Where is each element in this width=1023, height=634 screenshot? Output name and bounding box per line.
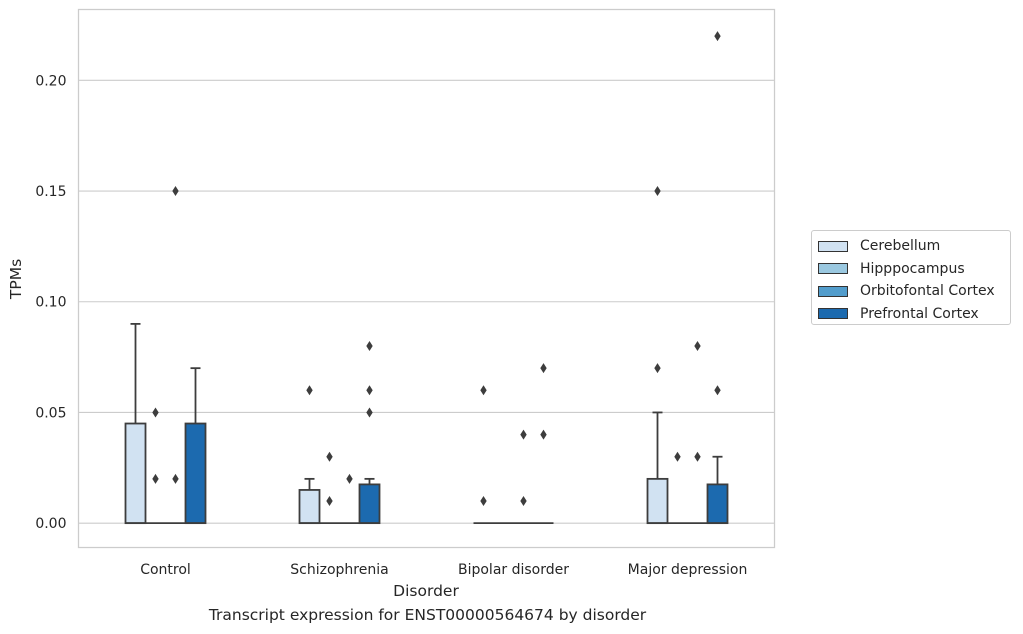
legend: Cerebellum Hipppocampus Orbitofontal Cor… xyxy=(811,230,1011,325)
y-tick-label: 0.00 xyxy=(35,516,66,532)
outlier-point xyxy=(520,429,527,440)
box-1-3 xyxy=(667,451,688,525)
box-2-2 xyxy=(513,429,534,525)
box xyxy=(358,483,381,525)
x-tick-label: Major depression xyxy=(628,562,748,578)
x-tick-label: Bipolar disorder xyxy=(458,562,569,578)
legend-label: Hipppocampus xyxy=(860,260,965,277)
outlier-point xyxy=(674,451,681,462)
box-0-3 xyxy=(646,186,669,525)
legend-label: Orbitofontal Cortex xyxy=(860,283,995,300)
box-1-1 xyxy=(319,451,340,525)
outlier-point xyxy=(152,407,159,418)
box xyxy=(706,483,729,525)
box-2-1 xyxy=(339,473,360,525)
outlier-point xyxy=(306,385,313,396)
box-3-1 xyxy=(358,341,381,525)
legend-label: Cerebellum xyxy=(860,238,941,255)
legend-item-orbitofrontal-cortex: Orbitofontal Cortex xyxy=(818,280,1010,303)
legend-label: Prefrontal Cortex xyxy=(860,305,979,322)
outlier-point xyxy=(694,341,701,352)
outlier-point xyxy=(520,496,527,507)
box-2-0 xyxy=(165,186,186,525)
outlier-point xyxy=(654,186,661,197)
box-3-3 xyxy=(706,31,729,525)
y-axis-label: TPMs xyxy=(7,259,25,300)
legend-swatch xyxy=(818,285,848,297)
box xyxy=(298,489,321,525)
box xyxy=(184,422,207,525)
legend-item-cerebellum: Cerebellum xyxy=(818,235,1010,258)
outlier-point xyxy=(152,473,159,484)
outlier-point xyxy=(366,341,373,352)
box-0-0 xyxy=(124,322,147,525)
legend-item-hippocampus: Hipppocampus xyxy=(818,258,1010,281)
box-0-2 xyxy=(473,385,494,525)
outlier-point xyxy=(172,186,179,197)
outlier-point xyxy=(480,385,487,396)
legend-swatch xyxy=(818,308,848,320)
y-tick-label: 0.20 xyxy=(35,73,66,89)
outlier-point xyxy=(654,363,661,374)
outlier-point xyxy=(540,363,547,374)
outlier-point xyxy=(714,31,721,42)
outlier-point xyxy=(346,473,353,484)
box-3-0 xyxy=(184,367,207,525)
box-1-0 xyxy=(145,407,166,525)
y-tick-label: 0.15 xyxy=(35,184,66,200)
x-tick-label: Schizophrenia xyxy=(290,562,388,578)
y-tick-labels: 0.00 0.05 0.10 0.15 0.20 xyxy=(35,73,66,532)
outlier-point xyxy=(714,385,721,396)
legend-swatch xyxy=(818,263,848,275)
outlier-point xyxy=(694,451,701,462)
box-groups xyxy=(124,31,729,525)
y-tick-label: 0.10 xyxy=(35,295,66,311)
box xyxy=(646,477,669,525)
outlier-point xyxy=(326,496,333,507)
x-tick-label: Control xyxy=(140,562,191,578)
outlier-point xyxy=(540,429,547,440)
outlier-point xyxy=(172,473,179,484)
box-0-1 xyxy=(298,385,321,525)
grid-lines xyxy=(78,79,775,524)
y-tick-label: 0.05 xyxy=(35,405,66,421)
plot-frame xyxy=(77,8,776,549)
outlier-point xyxy=(480,496,487,507)
outlier-point xyxy=(366,385,373,396)
box xyxy=(124,422,147,525)
chart-caption: Transcript expression for ENST0000056467… xyxy=(208,606,647,624)
legend-item-prefrontal-cortex: Prefrontal Cortex xyxy=(818,303,1010,326)
box-3-2 xyxy=(533,363,554,525)
legend-swatch xyxy=(818,240,848,252)
box-2-3 xyxy=(687,341,708,525)
outlier-point xyxy=(366,407,373,418)
x-tick-labels: Control Schizophrenia Bipolar disorder Majo… xyxy=(140,562,747,578)
outlier-point xyxy=(326,451,333,462)
x-axis-label: Disorder xyxy=(393,582,459,600)
